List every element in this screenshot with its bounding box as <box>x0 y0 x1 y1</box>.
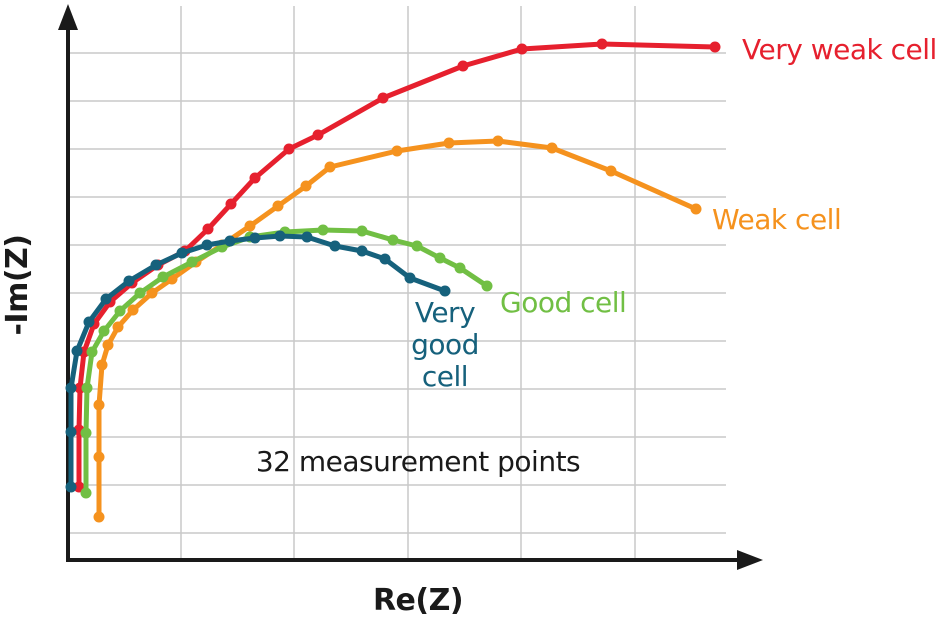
series-point-very-good-cell <box>201 239 213 251</box>
series-point-weak-cell <box>146 287 158 299</box>
series-point-weak-cell <box>112 321 124 333</box>
y-axis-arrowhead <box>58 4 78 30</box>
series-point-very-weak-cell <box>225 198 237 210</box>
grid-layer <box>68 6 726 560</box>
series-point-weak-cell <box>300 180 312 192</box>
annotation-measurement-points: 32 measurement points <box>256 445 580 478</box>
series-point-good-cell <box>80 427 92 439</box>
series-point-very-weak-cell <box>249 172 261 184</box>
series-point-good-cell <box>434 252 446 264</box>
series-point-very-good-cell <box>224 235 236 247</box>
series-point-very-weak-cell <box>377 92 389 104</box>
series-point-good-cell <box>98 325 110 337</box>
series-point-very-good-cell <box>65 382 77 394</box>
series-point-very-good-cell <box>301 231 313 243</box>
x-axis-arrowhead <box>737 550 763 570</box>
series-point-good-cell <box>114 305 126 317</box>
series-point-weak-cell <box>605 165 617 177</box>
series-point-good-cell <box>86 346 98 358</box>
series-point-very-good-cell <box>329 240 341 252</box>
series-point-weak-cell <box>102 339 114 351</box>
axes-layer <box>58 4 763 570</box>
series-point-very-good-cell <box>83 316 95 328</box>
series-point-weak-cell <box>93 451 105 463</box>
series-layer <box>65 38 721 523</box>
series-point-very-weak-cell <box>202 223 214 235</box>
series-point-very-good-cell <box>274 230 286 242</box>
series-point-very-good-cell <box>249 232 261 244</box>
series-point-weak-cell <box>127 304 139 316</box>
series-point-weak-cell <box>244 220 256 232</box>
series-point-very-good-cell <box>439 285 451 297</box>
series-point-very-weak-cell <box>283 143 295 155</box>
series-point-good-cell <box>80 487 92 499</box>
series-point-weak-cell <box>324 161 336 173</box>
series-point-good-cell <box>356 225 368 237</box>
y-axis-label: -Im(Z) <box>0 234 35 335</box>
series-point-very-good-cell <box>65 481 77 493</box>
series-point-very-weak-cell <box>596 38 608 50</box>
series-point-weak-cell <box>443 137 455 149</box>
series-point-weak-cell <box>93 511 105 523</box>
series-point-weak-cell <box>391 145 403 157</box>
series-point-very-good-cell <box>65 426 77 438</box>
series-point-very-good-cell <box>379 253 391 265</box>
series-point-very-good-cell <box>150 259 162 271</box>
series-label-very-weak-cell: Very weak cell <box>742 33 937 66</box>
series-point-good-cell <box>157 271 169 283</box>
series-point-good-cell <box>186 256 198 268</box>
series-point-very-good-cell <box>404 272 416 284</box>
series-point-good-cell <box>481 280 493 292</box>
series-point-weak-cell <box>546 142 558 154</box>
series-point-very-good-cell <box>100 293 112 305</box>
series-point-very-weak-cell <box>457 60 469 72</box>
series-point-weak-cell <box>96 359 108 371</box>
series-label-good-cell: Good cell <box>500 286 626 319</box>
series-point-good-cell <box>411 240 423 252</box>
series-label-weak-cell: Weak cell <box>712 203 841 236</box>
labels-layer: Very weak cell Weak cell Good cell Verygood… <box>0 33 937 618</box>
series-point-good-cell <box>387 234 399 246</box>
series-point-good-cell <box>134 287 146 299</box>
series-label-very-good-cell: cell <box>422 360 468 393</box>
series-point-good-cell <box>454 262 466 274</box>
x-axis-label: Re(Z) <box>373 583 463 618</box>
series-point-weak-cell <box>492 135 504 147</box>
series-point-very-weak-cell <box>312 129 324 141</box>
series-point-weak-cell <box>272 200 284 212</box>
series-point-good-cell <box>81 382 93 394</box>
series-point-weak-cell <box>93 399 105 411</box>
series-point-very-good-cell <box>356 245 368 257</box>
series-point-very-good-cell <box>123 275 135 287</box>
series-point-very-weak-cell <box>709 41 721 53</box>
series-point-very-weak-cell <box>516 43 528 55</box>
series-label-very-good-cell: Very <box>415 296 475 329</box>
series-point-very-good-cell <box>176 247 188 259</box>
series-point-very-good-cell <box>71 345 83 357</box>
series-point-good-cell <box>317 224 329 236</box>
series-point-weak-cell <box>690 203 702 215</box>
series-label-very-good-cell: good <box>411 328 479 361</box>
